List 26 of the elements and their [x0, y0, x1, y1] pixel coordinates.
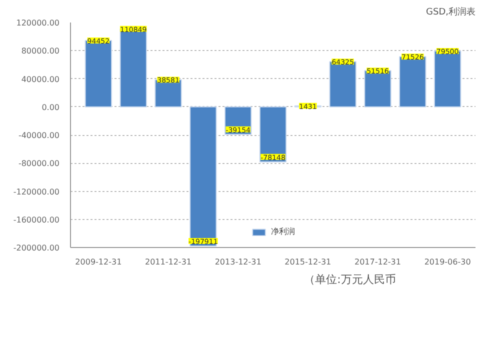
chart-title: GSD,利润表	[426, 6, 476, 18]
x-tick-label: 2009-12-31	[75, 258, 122, 266]
bar	[154, 79, 182, 108]
bar	[399, 56, 426, 108]
y-tick-label: 0.00	[42, 102, 60, 112]
bar	[190, 106, 217, 247]
y-tick-label: 120000.00	[16, 18, 60, 28]
legend-label: 净利润	[271, 226, 295, 237]
x-tick-label: 2011-12-31	[145, 258, 192, 266]
x-tick-label: 2015-12-31	[284, 258, 332, 266]
x-tick-label: 2017-12-31	[354, 258, 401, 266]
bar	[84, 40, 112, 108]
y-tick-label: -160000.00	[13, 215, 60, 224]
y-tick-label: -80000.00	[18, 159, 60, 168]
y-tick-label: -120000.00	[13, 187, 60, 196]
y-tick-label: -200000.00	[13, 244, 60, 252]
bar	[259, 106, 287, 162]
text: （单位:万元人民币	[304, 272, 396, 288]
y-tick-label: -40000.00	[18, 131, 60, 140]
x-tick-label: 2019-06-30	[424, 258, 471, 266]
bar	[329, 61, 356, 108]
y-tick-label: 80000.00	[21, 46, 60, 56]
x-tick-label: 2013-12-31	[214, 258, 262, 266]
y-tick-label: 40000.00	[21, 74, 60, 84]
bar	[434, 50, 462, 108]
bar	[120, 28, 147, 108]
